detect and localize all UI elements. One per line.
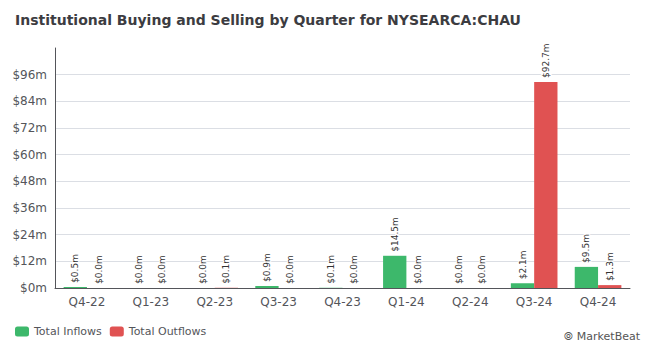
svg-text:$84m: $84m: [12, 94, 47, 108]
svg-text:Q2-24: Q2-24: [452, 295, 489, 309]
svg-text:$24m: $24m: [12, 228, 47, 242]
svg-text:$48m: $48m: [12, 174, 47, 188]
svg-text:$0.0m: $0.0m: [454, 255, 464, 284]
svg-text:$0.0m: $0.0m: [157, 255, 167, 284]
svg-text:Q3-24: Q3-24: [516, 295, 553, 309]
svg-text:$12m: $12m: [12, 254, 47, 268]
svg-text:Total Outflows: Total Outflows: [128, 325, 207, 338]
svg-text:$9.5m: $9.5m: [581, 234, 591, 263]
svg-text:$0.5m: $0.5m: [70, 254, 80, 283]
svg-text:$0.0m: $0.0m: [198, 255, 208, 284]
svg-text:Q4-23: Q4-23: [324, 295, 361, 309]
svg-text:$96m: $96m: [12, 68, 47, 82]
svg-text:$72m: $72m: [12, 121, 47, 135]
svg-text:$2.1m: $2.1m: [518, 251, 528, 280]
svg-text:$0.0m: $0.0m: [349, 255, 359, 284]
svg-text:$0.0m: $0.0m: [94, 255, 104, 284]
svg-text:Q4-24: Q4-24: [580, 295, 617, 309]
svg-text:Q1-23: Q1-23: [132, 295, 169, 309]
svg-text:Q1-24: Q1-24: [388, 295, 425, 309]
svg-text:Q3-23: Q3-23: [260, 295, 297, 309]
svg-text:$60m: $60m: [12, 148, 47, 162]
svg-text:$36m: $36m: [12, 201, 47, 215]
svg-text:$0.0m: $0.0m: [477, 255, 487, 284]
svg-text:$0.1m: $0.1m: [221, 255, 231, 284]
svg-text:⦾ MarketBeat: ⦾ MarketBeat: [564, 330, 640, 343]
svg-text:$0.1m: $0.1m: [326, 255, 336, 284]
svg-text:$0.0m: $0.0m: [413, 255, 423, 284]
svg-text:$0.0m: $0.0m: [285, 255, 295, 284]
svg-text:$0.0m: $0.0m: [134, 255, 144, 284]
svg-text:$1.3m: $1.3m: [605, 252, 615, 281]
svg-text:Institutional Buying and Selli: Institutional Buying and Selling by Quar…: [15, 12, 521, 28]
svg-text:Total Inflows: Total Inflows: [33, 325, 102, 338]
svg-text:Q2-23: Q2-23: [196, 295, 233, 309]
svg-text:$0.9m: $0.9m: [262, 253, 272, 282]
svg-text:$0m: $0m: [20, 281, 47, 295]
svg-text:$92.7m: $92.7m: [541, 43, 551, 78]
svg-text:Q4-22: Q4-22: [69, 295, 106, 309]
svg-text:$14.5m: $14.5m: [390, 217, 400, 252]
